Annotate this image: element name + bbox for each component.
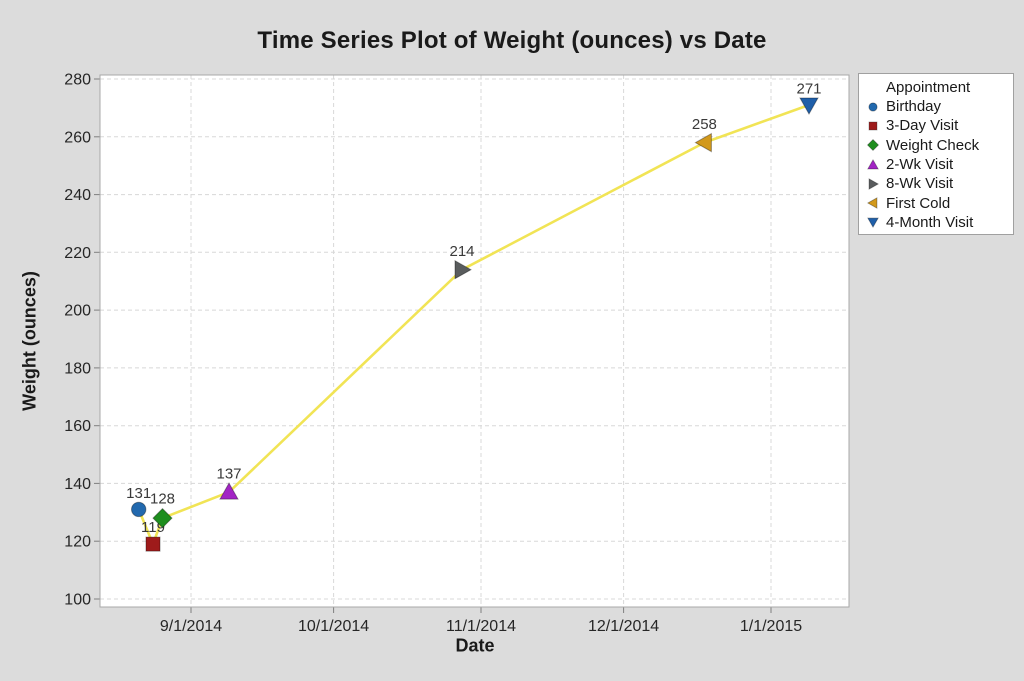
x-tick-label: 10/1/2014 bbox=[298, 618, 369, 635]
data-point-triangle-right bbox=[454, 259, 473, 280]
legend-marker-triangle-down-icon bbox=[867, 218, 879, 229]
legend-item-label: Birthday bbox=[886, 98, 942, 116]
legend-item: Birthday bbox=[859, 97, 1013, 116]
legend: Appointment Birthday 3-Day Visit Weight Ch… bbox=[858, 73, 1014, 235]
data-point-label: 214 bbox=[449, 243, 474, 260]
legend-marker-triangle-up-icon bbox=[867, 158, 879, 169]
diamond-glyph bbox=[866, 139, 880, 152]
x-tick-label: 1/1/2015 bbox=[740, 618, 802, 635]
data-point-label: 258 bbox=[692, 116, 717, 133]
legend-item-label: 3-Day Visit bbox=[886, 117, 959, 135]
legend-item-label: 8-Wk Visit bbox=[886, 175, 954, 193]
legend-item: 8-Wk Visit bbox=[859, 174, 1013, 193]
y-tick-label: 120 bbox=[64, 534, 91, 551]
x-axis-label: Date bbox=[455, 635, 495, 656]
data-point-circle bbox=[131, 501, 147, 518]
triangle-right-glyph bbox=[868, 177, 880, 190]
square-glyph bbox=[868, 121, 878, 131]
y-axis-label: Weight (ounces) bbox=[19, 271, 40, 411]
legend-marker-diamond-icon bbox=[866, 139, 880, 152]
y-tick-label: 160 bbox=[64, 418, 91, 435]
y-tick-label: 280 bbox=[64, 72, 91, 89]
y-tick-label: 100 bbox=[64, 592, 91, 609]
data-point-square bbox=[145, 536, 161, 552]
legend-item: Weight Check bbox=[859, 136, 1013, 155]
data-point-label: 271 bbox=[796, 81, 821, 98]
triangle-left-glyph bbox=[866, 197, 878, 210]
data-point-triangle-down bbox=[799, 97, 819, 116]
y-tick-label: 140 bbox=[64, 476, 91, 493]
x-tick-label: 12/1/2014 bbox=[588, 618, 659, 635]
legend-item-label: 4-Month Visit bbox=[886, 213, 974, 231]
data-point-label: 131 bbox=[126, 485, 151, 502]
y-tick-label: 260 bbox=[64, 129, 91, 146]
data-point-diamond bbox=[152, 507, 173, 529]
legend-item: 3-Day Visit bbox=[859, 116, 1013, 135]
legend-marker-triangle-left-icon bbox=[866, 197, 878, 210]
data-point-triangle-left bbox=[694, 132, 712, 153]
x-tick-label: 9/1/2014 bbox=[160, 618, 222, 635]
triangle-up-glyph bbox=[867, 158, 879, 169]
data-point-label: 128 bbox=[150, 491, 175, 508]
circle-glyph bbox=[868, 102, 878, 112]
legend-marker-circle-icon bbox=[868, 102, 878, 112]
y-tick-label: 240 bbox=[64, 187, 91, 204]
triangle-down-glyph bbox=[867, 218, 879, 229]
legend-title: Appointment bbox=[886, 79, 971, 96]
data-point-triangle-up bbox=[219, 482, 239, 500]
legend-item: 4-Month Visit bbox=[859, 213, 1013, 232]
plot-border bbox=[99, 74, 850, 608]
chart-title: Time Series Plot of Weight (ounces) vs D… bbox=[257, 27, 767, 54]
legend-item-label: 2-Wk Visit bbox=[886, 156, 954, 174]
y-tick-label: 180 bbox=[64, 360, 91, 377]
legend-item: 2-Wk Visit bbox=[859, 155, 1013, 174]
y-tick-label: 220 bbox=[64, 245, 91, 262]
x-tick-label: 11/1/2014 bbox=[446, 618, 516, 635]
legend-marker-square-icon bbox=[868, 121, 878, 131]
data-point-label: 137 bbox=[216, 466, 241, 483]
legend-items: Birthday 3-Day Visit Weight Check 2-Wk Visi… bbox=[859, 97, 1013, 232]
legend-item-label: First Cold bbox=[886, 194, 951, 212]
legend-item: First Cold bbox=[859, 193, 1013, 212]
plot-area bbox=[100, 75, 849, 607]
legend-item-label: Weight Check bbox=[886, 136, 980, 154]
y-tick-label: 200 bbox=[64, 303, 91, 320]
legend-marker-triangle-right-icon bbox=[868, 177, 880, 190]
